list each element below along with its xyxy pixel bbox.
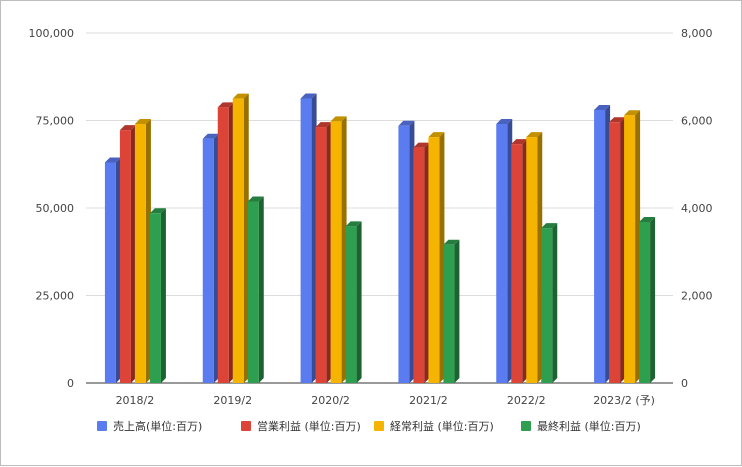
bar-top [428, 132, 445, 138]
bar-top [609, 117, 626, 123]
bar-side [635, 110, 641, 383]
bar [202, 138, 214, 383]
bar-side [228, 102, 234, 383]
bar-side [605, 105, 611, 383]
bar [315, 127, 327, 383]
x-axis-tick-label: 2020/2 [311, 394, 350, 407]
right-axis-tick-label: 0 [681, 377, 688, 390]
legend-label: 経常利益 (単位:百万) [390, 419, 494, 433]
bar-side [507, 119, 513, 383]
bar-side [213, 133, 219, 383]
legend-label: 営業利益 (単位:百万) [257, 419, 361, 433]
left-axis-tick-label: 75,000 [36, 115, 75, 128]
bar-top [541, 223, 558, 229]
bar [247, 201, 259, 383]
legend-label: 売上高(単位:百万) [113, 419, 202, 433]
bar-top [624, 110, 641, 116]
bar-top [217, 102, 234, 108]
right-axis-tick-label: 6,000 [681, 115, 713, 128]
bar [413, 147, 425, 383]
bar-side [356, 221, 362, 383]
bar-side [439, 132, 445, 383]
bar-side [650, 217, 656, 383]
legend-swatch [241, 421, 251, 431]
bar [217, 107, 229, 383]
bar-top [300, 93, 317, 99]
left-axis-tick-label: 0 [67, 377, 74, 390]
bar [609, 122, 621, 383]
bar-side [341, 116, 347, 383]
bar-top [315, 122, 332, 128]
bar-top [398, 120, 415, 126]
bar-side [145, 119, 151, 383]
right-axis-tick-label: 4,000 [681, 202, 713, 215]
legend-swatch [97, 421, 107, 431]
legend-label: 最終利益 (単位:百万) [537, 419, 641, 433]
bar-top [134, 119, 151, 124]
bar-top [345, 221, 362, 227]
bar-top [413, 142, 430, 148]
legend-swatch [374, 421, 384, 431]
legend-swatch [521, 421, 531, 431]
x-axis-tick-label: 2023/2 (予) [593, 394, 655, 407]
bar-side [115, 157, 121, 383]
bar-side [620, 117, 626, 383]
bar [639, 222, 651, 383]
bar [511, 144, 523, 383]
bar-side [537, 132, 543, 383]
right-axis-tick-label: 2,000 [681, 290, 713, 303]
bar [345, 226, 357, 383]
bar-top [639, 217, 656, 222]
bar-top [594, 105, 611, 110]
bar-top [526, 132, 543, 138]
bar-top [511, 139, 528, 145]
x-axis-tick-label: 2018/2 [116, 394, 155, 407]
bar-side [258, 196, 264, 383]
bar [526, 137, 538, 383]
x-axis-tick-label: 2022/2 [507, 394, 546, 407]
left-axis-tick-label: 25,000 [36, 290, 75, 303]
bar-side [552, 223, 558, 383]
bar-side [454, 239, 460, 383]
bar [300, 98, 312, 383]
left-axis-tick-label: 100,000 [29, 27, 75, 40]
bar [428, 137, 440, 383]
bar [496, 124, 508, 383]
bar [330, 121, 342, 383]
bar [624, 115, 636, 383]
bar-top [119, 125, 136, 131]
bar-side [130, 125, 136, 383]
bar-top [232, 93, 249, 99]
x-axis-tick-label: 2021/2 [409, 394, 448, 407]
bar-top [104, 157, 121, 163]
bar [134, 124, 146, 383]
bar-side [409, 120, 415, 383]
bar [149, 213, 161, 383]
bar-side [424, 142, 430, 383]
bar-top [443, 239, 460, 245]
bar [398, 125, 410, 383]
bar [443, 244, 455, 383]
bar [104, 162, 116, 383]
bar [119, 130, 131, 383]
bar-top [149, 208, 166, 214]
bar-side [243, 93, 249, 383]
bar [232, 98, 244, 383]
right-axis-tick-label: 8,000 [681, 27, 713, 40]
bar [541, 228, 553, 383]
bar-top [496, 119, 513, 124]
bar [594, 110, 606, 383]
bar-top [330, 116, 347, 122]
bar-side [311, 93, 317, 383]
left-axis-tick-label: 50,000 [36, 202, 75, 215]
bar-top [247, 196, 264, 202]
bar-side [522, 139, 528, 383]
bar-top [202, 133, 219, 139]
bar-side [326, 122, 332, 383]
bar-side [160, 208, 166, 383]
x-axis-tick-label: 2019/2 [213, 394, 252, 407]
